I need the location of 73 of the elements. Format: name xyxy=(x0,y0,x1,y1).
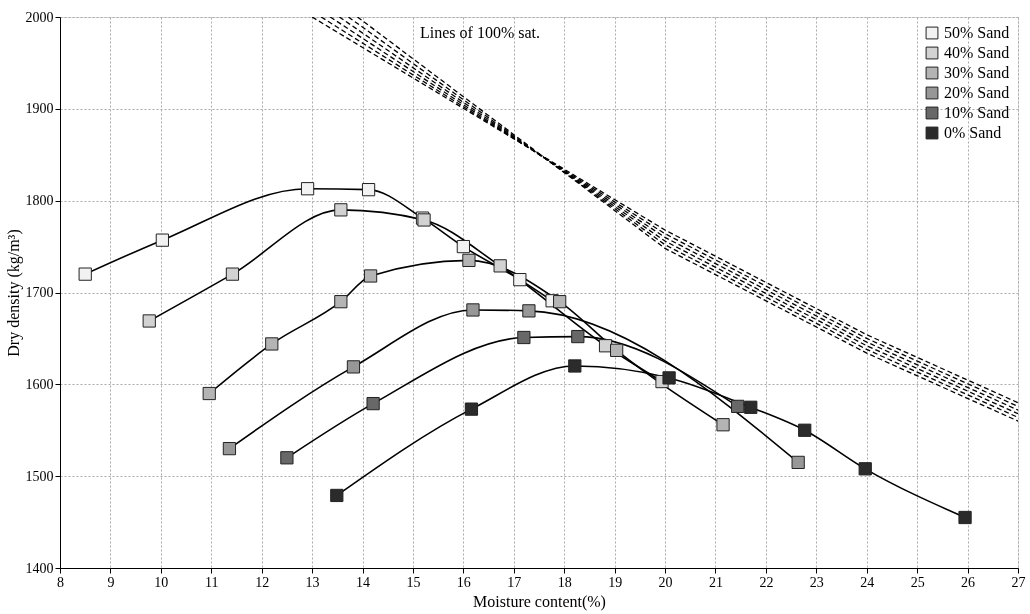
x-tick-label: 18 xyxy=(557,574,572,590)
point xyxy=(280,451,294,465)
point xyxy=(142,314,156,328)
legend-label: 50% Sand xyxy=(944,24,1010,41)
point xyxy=(300,182,315,196)
y-tick-label: 1600 xyxy=(25,376,54,392)
x-tick-label: 11 xyxy=(205,574,219,590)
point xyxy=(958,510,972,525)
x-tick-label: 8 xyxy=(57,574,64,590)
x-tick-label: 16 xyxy=(456,574,471,590)
point xyxy=(553,295,567,309)
y-tick-label: 1800 xyxy=(25,193,54,209)
y-tick-label: 2000 xyxy=(25,9,54,25)
x-tick-label: 17 xyxy=(507,574,522,590)
x-tick-label: 22 xyxy=(759,574,774,590)
x-tick-label: 25 xyxy=(910,574,925,590)
point xyxy=(265,337,279,351)
point xyxy=(363,269,378,283)
point xyxy=(330,488,344,503)
y-tick-label: 1900 xyxy=(25,101,54,117)
point xyxy=(222,441,237,456)
point xyxy=(610,343,624,357)
x-tick-label: 15 xyxy=(406,574,421,590)
x-tick-label: 23 xyxy=(809,574,824,590)
legend-label: 40% Sand xyxy=(944,44,1010,61)
point xyxy=(744,400,758,414)
point xyxy=(334,295,348,309)
point xyxy=(366,396,380,411)
point xyxy=(568,359,582,373)
point xyxy=(346,360,361,374)
x-tick-label: 27 xyxy=(1011,574,1026,590)
legend-label: 20% Sand xyxy=(944,84,1010,101)
y-tick-label: 1700 xyxy=(25,285,54,300)
point xyxy=(731,399,745,413)
legend-label: 10% Sand xyxy=(944,104,1010,121)
x-tick-label: 26 xyxy=(961,574,976,590)
point xyxy=(361,183,376,197)
y-axis-title: Dry density (kg/m³) xyxy=(4,229,23,357)
x-tick-label: 24 xyxy=(860,574,875,590)
point xyxy=(466,303,480,317)
point xyxy=(464,402,479,416)
point xyxy=(462,253,476,267)
x-axis-title: Moisture content(%) xyxy=(473,592,606,611)
point xyxy=(517,330,531,345)
point xyxy=(202,386,216,401)
point xyxy=(155,233,169,247)
point xyxy=(858,462,872,476)
point xyxy=(78,267,92,281)
x-tick-label: 12 xyxy=(255,574,270,590)
point xyxy=(791,455,805,470)
point xyxy=(493,259,507,273)
point xyxy=(571,329,585,344)
point xyxy=(798,423,812,437)
point xyxy=(716,418,730,432)
y-tick-label: 1500 xyxy=(25,468,54,484)
x-tick-label: 20 xyxy=(658,574,673,590)
x-tick-label: 19 xyxy=(608,574,623,590)
x-tick-label: 10 xyxy=(154,574,169,590)
point xyxy=(456,239,470,254)
annotation: Lines of 100% sat. xyxy=(420,24,540,41)
point xyxy=(522,304,536,318)
y-tick-label: 1400 xyxy=(25,560,54,576)
x-tick-label: 9 xyxy=(107,574,115,590)
legend-label: 30% Sand xyxy=(944,64,1010,81)
point xyxy=(513,273,527,287)
point xyxy=(662,371,676,385)
legend-label: 0% Sand xyxy=(944,124,1002,141)
point xyxy=(598,339,613,353)
point xyxy=(225,267,240,281)
x-tick-label: 21 xyxy=(708,574,723,590)
x-tick-label: 14 xyxy=(356,574,371,590)
x-tick-label: 13 xyxy=(305,574,320,590)
point xyxy=(334,203,348,217)
